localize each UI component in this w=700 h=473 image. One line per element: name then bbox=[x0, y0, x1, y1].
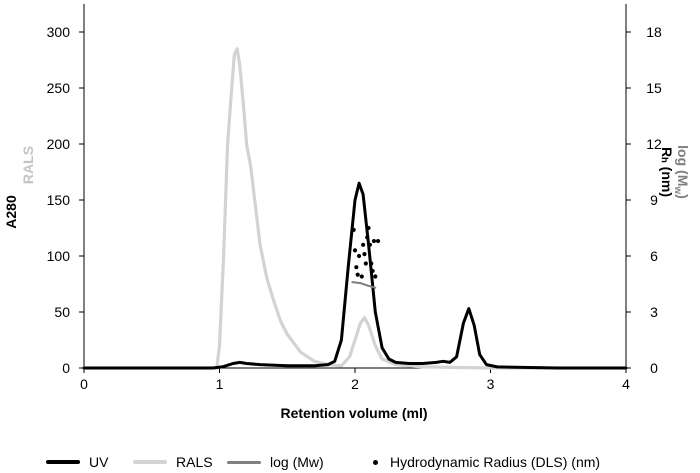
y-left-axis-titles-rals: RALS bbox=[20, 146, 36, 184]
rh-data-point bbox=[362, 252, 367, 257]
rh-data-point bbox=[359, 274, 364, 279]
y-left-tick-label: 150 bbox=[47, 192, 71, 208]
y-left-tick-label: 250 bbox=[47, 80, 71, 96]
legend-item-logmw: log (Mw) bbox=[227, 452, 324, 472]
y-right-tick-label: 15 bbox=[646, 80, 662, 96]
rh-data-point bbox=[354, 265, 359, 270]
legend-swatch-logmw bbox=[227, 460, 261, 464]
rh-data-point bbox=[355, 272, 360, 277]
logmw-title-main: log (M bbox=[675, 145, 691, 186]
rh-data-point bbox=[363, 261, 368, 266]
legend-swatch-uv bbox=[46, 460, 80, 464]
y-right-tick-label: 9 bbox=[650, 192, 658, 208]
y-right-tick-label: 18 bbox=[646, 24, 662, 40]
series-uv-line bbox=[82, 181, 628, 370]
rh-data-point bbox=[351, 227, 356, 232]
y-left-axis-title-a280: A280 bbox=[3, 195, 19, 229]
rh-data-point bbox=[352, 248, 358, 253]
y-left-tick-label: 200 bbox=[47, 136, 71, 152]
x-tick-label: 3 bbox=[487, 376, 495, 392]
x-tick-label: 0 bbox=[80, 376, 88, 392]
rh-data-point bbox=[369, 261, 374, 266]
rh-data-point bbox=[370, 268, 375, 274]
series-logmw-line bbox=[351, 281, 377, 289]
x-tick-label: 1 bbox=[216, 376, 224, 392]
legend-item-rals: RALS bbox=[133, 452, 213, 472]
rh-data-point bbox=[373, 274, 378, 279]
rh-data-point bbox=[371, 238, 377, 244]
plot-area bbox=[82, 47, 628, 370]
axes bbox=[83, 4, 627, 369]
y-right-axis-title-logmw-group: log (Mw) bbox=[672, 145, 691, 199]
rh-data-point bbox=[375, 238, 381, 244]
logmw-title-close: ) bbox=[675, 194, 691, 199]
y-right-tick-label: 3 bbox=[650, 304, 658, 320]
rh-data-point bbox=[361, 242, 366, 247]
legend-swatch-rals bbox=[133, 460, 167, 464]
y-left-tick-label: 50 bbox=[54, 304, 70, 320]
y-right-axis-title-rh: Rₕ (nm) bbox=[659, 147, 675, 197]
rh-data-point bbox=[366, 225, 371, 231]
y-left-tick-label: 100 bbox=[47, 248, 71, 264]
legend-item-uv: UV bbox=[46, 452, 108, 472]
legend-label-logmw: log (Mw) bbox=[270, 454, 324, 470]
legend-label-uv: UV bbox=[89, 454, 109, 470]
x-axis-title: Retention volume (ml) bbox=[280, 405, 427, 421]
y-left-axis-titles: A280 bbox=[3, 195, 19, 229]
x-tick-label: 4 bbox=[622, 376, 630, 392]
x-tick-label: 2 bbox=[351, 376, 359, 392]
logmw-title-sub: w bbox=[672, 185, 683, 194]
legend-marker-rh bbox=[373, 459, 378, 465]
series-rals-line bbox=[82, 47, 628, 370]
y-right-tick-label: 0 bbox=[650, 360, 658, 376]
y-left-tick-label: 300 bbox=[47, 24, 71, 40]
y-left-tick-label: 0 bbox=[62, 360, 70, 376]
y-right-axis-title-rh-group: Rₕ (nm) bbox=[659, 147, 675, 197]
rh-data-point bbox=[356, 253, 362, 259]
y-right-axis-title-logmw: log (Mw) bbox=[672, 145, 691, 199]
y-right-tick-label: 12 bbox=[646, 136, 662, 152]
legend-label-rals: RALS bbox=[176, 454, 213, 470]
y-left-axis-title-rals: RALS bbox=[20, 146, 36, 184]
legend-item-rh: Hydrodynamic Radius (DLS) (nm) bbox=[373, 452, 600, 472]
y-right-tick-label: 6 bbox=[650, 248, 658, 264]
legend: UV RALS log (Mw) Hydrodynamic Radius (DL… bbox=[0, 450, 700, 472]
legend-label-rh: Hydrodynamic Radius (DLS) (nm) bbox=[390, 454, 601, 470]
rh-data-point bbox=[365, 235, 370, 240]
rh-data-point bbox=[367, 242, 373, 247]
